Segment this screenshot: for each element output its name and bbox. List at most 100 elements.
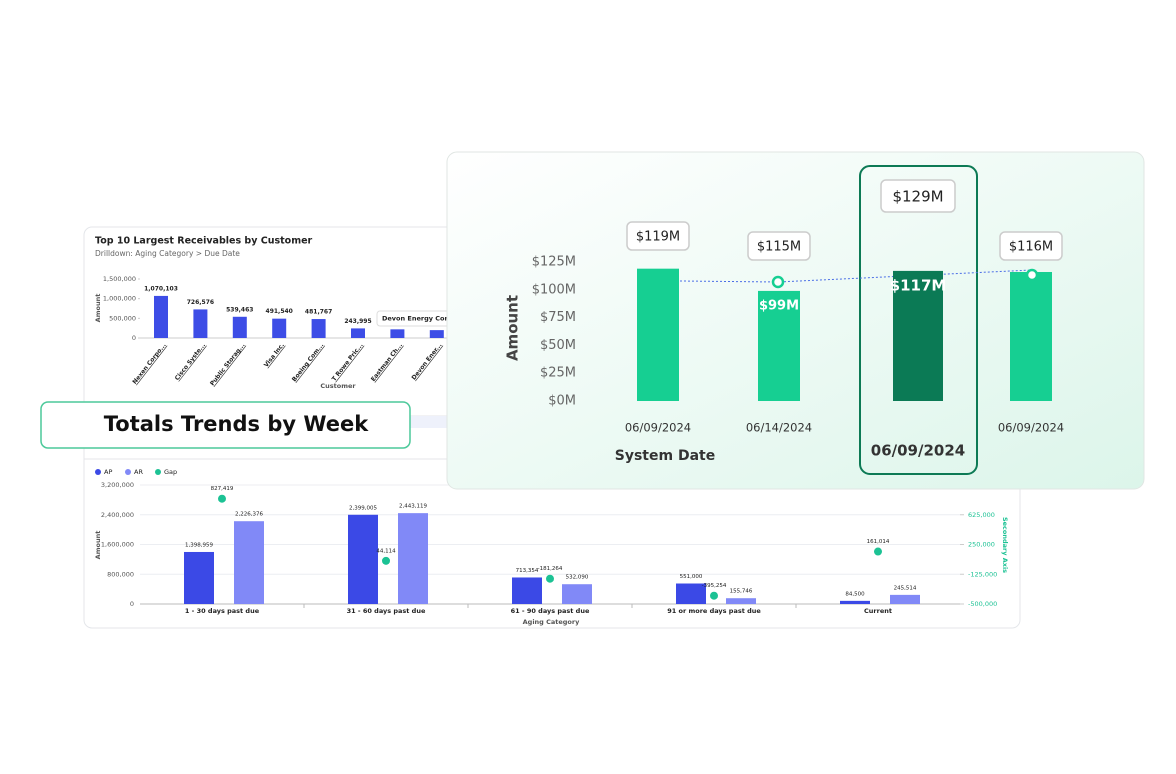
value-label: $99M [759, 298, 799, 313]
callout-label: $115M [757, 240, 801, 255]
y-tick-label: 1,500,000 [103, 275, 136, 283]
bar [232, 316, 247, 338]
y2-tick-label: 250,000 [968, 541, 995, 549]
bar [890, 594, 920, 604]
badge-label: Totals Trends by Week [104, 412, 370, 436]
x-tick-label: 06/14/2024 [746, 421, 812, 435]
bar [429, 330, 444, 338]
value-label: $117M [890, 276, 947, 294]
y2-tick-label: -125,000 [968, 570, 997, 578]
card-subtitle: Drilldown: Aging Category > Due Date [95, 249, 240, 258]
y-axis-label: Amount [504, 295, 522, 361]
trend-line [679, 269, 1033, 283]
bar [676, 583, 706, 604]
x-tick-label: 06/09/2024 [871, 442, 965, 460]
legend-swatch [125, 469, 131, 475]
bar [193, 309, 208, 338]
x-tick-label: Current [864, 607, 892, 615]
value-label: 532,090 [566, 575, 589, 581]
badge: Totals Trends by Week [40, 401, 411, 449]
y-tick-label: $125M [532, 255, 576, 270]
bar [1010, 272, 1052, 401]
value-label: 1,070,103 [144, 285, 178, 292]
y-tick-label: $100M [532, 282, 576, 297]
weekly-card: $0M $25M $50M $75M $100M $125M Amount System Da… [446, 151, 1145, 490]
trend-dot [1025, 268, 1039, 282]
callout-box [999, 231, 1063, 261]
callout-label: $129M [892, 188, 943, 206]
y-tick-label: 500,000 [109, 314, 136, 322]
bar [562, 584, 592, 604]
x-tick-label: 06/09/2024 [998, 421, 1064, 435]
value-label: 245,514 [894, 585, 917, 591]
badge-box [40, 401, 411, 449]
value-label: 539,463 [226, 306, 253, 313]
x-axis-label: Aging Category [523, 618, 580, 626]
x-tick-label: 31 - 60 days past due [347, 607, 426, 615]
x-tick-label: 91 or more days past due [667, 607, 761, 615]
card-title: Top 10 Largest Receivables by Customer [95, 236, 313, 247]
callout-box [747, 231, 811, 261]
bar [154, 295, 168, 338]
bar [348, 514, 378, 604]
y-tick-label: 0 [130, 600, 134, 608]
legend-swatch [155, 469, 161, 475]
gap-point [546, 574, 554, 583]
x-tick-label: 06/09/2024 [625, 421, 691, 435]
trend-dot [771, 275, 785, 289]
gap-point [874, 547, 882, 556]
y-axis-label: Amount [94, 294, 102, 323]
value-label: 44,114 [376, 548, 396, 554]
y-tick-label: 0 [132, 334, 136, 342]
x-axis-label: System Date [615, 448, 715, 464]
value-label: 726,576 [187, 299, 214, 306]
value-label: 155,746 [730, 589, 753, 595]
y-tick-label: 1,000,000 [103, 295, 136, 303]
value-label: 161,014 [867, 539, 890, 545]
y-tick-label: $50M [540, 338, 576, 353]
value-label: 1,398,959 [185, 542, 213, 548]
y-tick-label: 1,600,000 [101, 541, 134, 549]
gap-point [710, 591, 718, 600]
x-axis-label: Customer [320, 382, 356, 390]
y2-tick-label: -500,000 [968, 600, 997, 608]
strip [410, 416, 450, 428]
x-tick-label: 61 - 90 days past due [511, 607, 590, 615]
y-tick-label: $75M [540, 310, 576, 325]
value-label: 2,443,119 [399, 504, 427, 510]
bar [398, 513, 428, 604]
x-tick-label: 1 - 30 days past due [185, 607, 260, 615]
value-label: 243,995 [344, 318, 371, 325]
gap-point [382, 556, 390, 565]
value-label: -181,264 [538, 566, 563, 572]
receivables-card: Top 10 Largest Receivables by Customer D… [83, 226, 475, 428]
value-label: 2,399,005 [349, 505, 377, 511]
y-tick-label: $0M [548, 394, 576, 409]
value-label: 2,226,376 [235, 512, 263, 518]
bar [390, 329, 405, 338]
y-axis-label: Amount [94, 531, 102, 560]
y2-axis-label: Secondary Axis [1001, 517, 1009, 573]
bar [893, 270, 943, 401]
callout-box [626, 221, 690, 251]
callout-label: $119M [636, 230, 680, 245]
bar [726, 598, 756, 604]
callout-label: $116M [1009, 240, 1053, 255]
bar [512, 577, 542, 604]
bar [234, 521, 264, 604]
bar [758, 290, 800, 401]
callout-box [880, 179, 956, 213]
y-tick-label: 3,200,000 [101, 481, 134, 489]
y-tick-label: 2,400,000 [101, 511, 134, 519]
value-label: 827,419 [211, 486, 234, 492]
value-label: 713,354 [516, 568, 539, 574]
value-label: 491,540 [266, 308, 293, 315]
legend-label: Gap [164, 468, 177, 476]
bar [840, 600, 870, 604]
legend-label: AR [134, 468, 143, 476]
bar [637, 268, 679, 401]
legend-label: AP [104, 468, 112, 476]
value-label: 84,500 [845, 591, 865, 597]
